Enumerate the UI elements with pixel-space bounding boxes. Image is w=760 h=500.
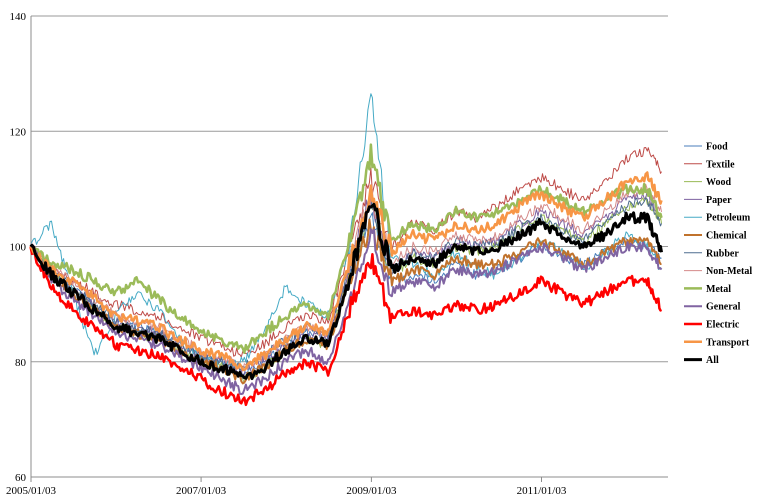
series-line [29, 143, 663, 354]
series-line [29, 218, 662, 385]
x-tick-label: 2009/01/03 [346, 485, 397, 497]
y-tick-label: 120 [10, 126, 27, 138]
legend: Food Textile Wood Paper Petroleum Chemical Rub… [684, 142, 752, 366]
series-line [30, 189, 662, 379]
series-line [30, 228, 663, 395]
y-tick-label: 140 [10, 11, 27, 23]
legend-label: Rubber [706, 248, 739, 259]
legend-label: Textile [706, 159, 735, 170]
legend-label: Electric [706, 320, 740, 331]
x-tick-label: 2011/01/03 [517, 485, 567, 497]
legend-label: Non-Metal [706, 266, 752, 277]
y-tick-label: 60 [15, 472, 27, 484]
legend-label: Chemical [706, 231, 747, 242]
y-tick-labels: 60 80 100 120 140 [10, 11, 27, 484]
legend-label: Metal [706, 284, 731, 295]
legend-label: Wood [706, 177, 731, 188]
series-line [29, 246, 663, 407]
legend-label: All [706, 355, 719, 366]
x-tick-label: 2005/01/03 [6, 485, 57, 497]
x-tick-label: 2007/01/03 [176, 485, 227, 497]
legend-label: Transport [706, 337, 750, 348]
legend-label: Petroleum [706, 213, 751, 224]
y-tick-label: 80 [15, 357, 27, 369]
legend-label: General [706, 302, 741, 313]
gridlines [31, 15, 668, 363]
x-tick-labels: 2005/01/03 2007/01/03 2009/01/03 2011/01/03 [6, 485, 567, 497]
y-tick-label: 100 [10, 242, 27, 254]
series-line [29, 202, 663, 381]
series-line [29, 171, 663, 372]
legend-label: Paper [706, 195, 732, 206]
legend-label: Food [706, 142, 728, 153]
series-lines [29, 93, 663, 407]
